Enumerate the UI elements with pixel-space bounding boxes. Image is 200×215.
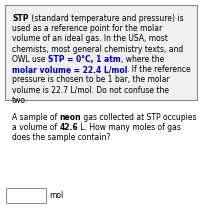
Text: a volume of: a volume of — [12, 123, 60, 132]
Text: OWL use: OWL use — [12, 55, 48, 64]
Text: neon: neon — [60, 113, 81, 122]
Text: , where the: , where the — [121, 55, 164, 64]
Text: 42.6: 42.6 — [60, 123, 78, 132]
Text: STP: STP — [12, 14, 29, 23]
Text: volume is 22.7 L/mol. Do not confuse the: volume is 22.7 L/mol. Do not confuse the — [12, 86, 169, 94]
Text: A sample of: A sample of — [12, 113, 60, 122]
Text: L. How many moles of gas: L. How many moles of gas — [78, 123, 181, 132]
Text: STP = 0°C, 1 atm: STP = 0°C, 1 atm — [48, 55, 121, 64]
Text: gas collected at STP occupies: gas collected at STP occupies — [81, 113, 197, 122]
Text: used as a reference point for the molar: used as a reference point for the molar — [12, 24, 162, 33]
Text: molar volume = 22.4 L/mol: molar volume = 22.4 L/mol — [12, 65, 127, 74]
Text: does the sample contain?: does the sample contain? — [12, 133, 110, 142]
Text: chemists, most general chemistry texts, and: chemists, most general chemistry texts, … — [12, 45, 183, 54]
Text: . If the reference: . If the reference — [127, 65, 191, 74]
Text: mol: mol — [49, 191, 63, 200]
Text: volume of an ideal gas. In the USA, most: volume of an ideal gas. In the USA, most — [12, 34, 168, 43]
Text: (standard temperature and pressure) is: (standard temperature and pressure) is — [29, 14, 183, 23]
Text: two.: two. — [12, 96, 28, 105]
Text: pressure is chosen to be 1 bar, the molar: pressure is chosen to be 1 bar, the mola… — [12, 75, 170, 84]
